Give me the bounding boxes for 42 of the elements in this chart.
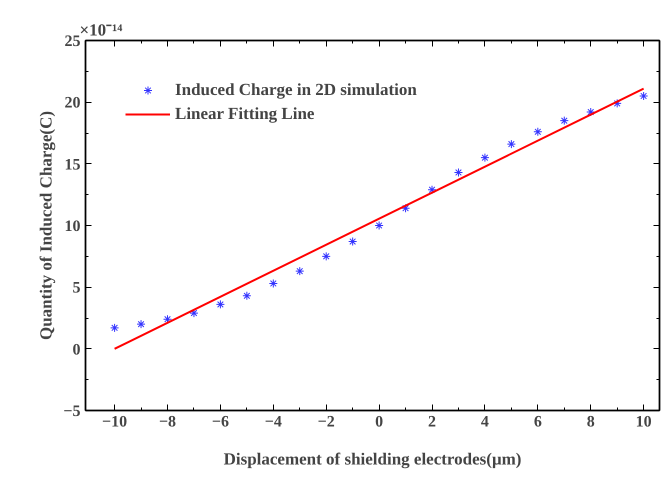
x-tick-label: 10 (636, 414, 652, 430)
point (374, 221, 384, 230)
x-tick-label: −6 (212, 414, 229, 430)
x-tick-label: −8 (158, 414, 176, 430)
x-tick-label: 8 (586, 414, 595, 430)
point (110, 323, 120, 332)
point (533, 127, 542, 136)
point (136, 320, 146, 329)
x-tick-label: 2 (428, 414, 436, 430)
x-tick-label: −2 (318, 414, 335, 430)
x-tick-label: 6 (534, 414, 542, 430)
y-tick-label: 0 (72, 341, 80, 358)
y-tick-label: 25 (64, 33, 80, 50)
y-tick-label: 10 (64, 218, 80, 235)
legend-label: Induced Charge in 2D simulation (175, 80, 417, 100)
point (322, 252, 331, 261)
point (268, 278, 278, 288)
point (348, 237, 358, 246)
point (401, 204, 410, 213)
x-tick-label: 0 (375, 414, 384, 430)
legend-label: Linear Fitting Line (175, 104, 314, 124)
y-axis-title: Quantity of Induced Charge(C) (36, 110, 56, 340)
point (454, 168, 463, 177)
x-tick-label: −10 (102, 414, 128, 430)
point (560, 116, 569, 126)
point (639, 92, 648, 100)
point (189, 308, 198, 318)
point (586, 108, 596, 117)
point (480, 153, 490, 162)
y-tick-label: 15 (64, 156, 80, 174)
point (295, 266, 304, 276)
x-axis-title: Displacement of shielding electrodes(μm) (224, 450, 522, 468)
y-tick-label: 5 (72, 280, 80, 297)
point (242, 291, 252, 300)
text: ×10⁻¹⁴ (80, 20, 122, 40)
y-tick-label: 20 (64, 94, 80, 112)
point (428, 185, 437, 194)
point (216, 300, 225, 309)
x-tick-label: −4 (264, 414, 282, 430)
x-tick-label: 4 (480, 414, 489, 430)
point (506, 140, 516, 149)
y-tick-label: −5 (63, 403, 81, 420)
